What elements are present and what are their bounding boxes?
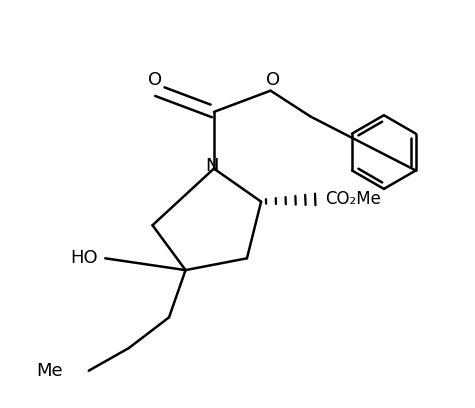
Text: Me: Me — [36, 362, 63, 380]
Text: N: N — [205, 157, 218, 175]
Text: O: O — [148, 71, 162, 89]
Text: HO: HO — [71, 249, 98, 267]
Text: CO₂Me: CO₂Me — [325, 190, 381, 208]
Text: O: O — [266, 71, 280, 89]
